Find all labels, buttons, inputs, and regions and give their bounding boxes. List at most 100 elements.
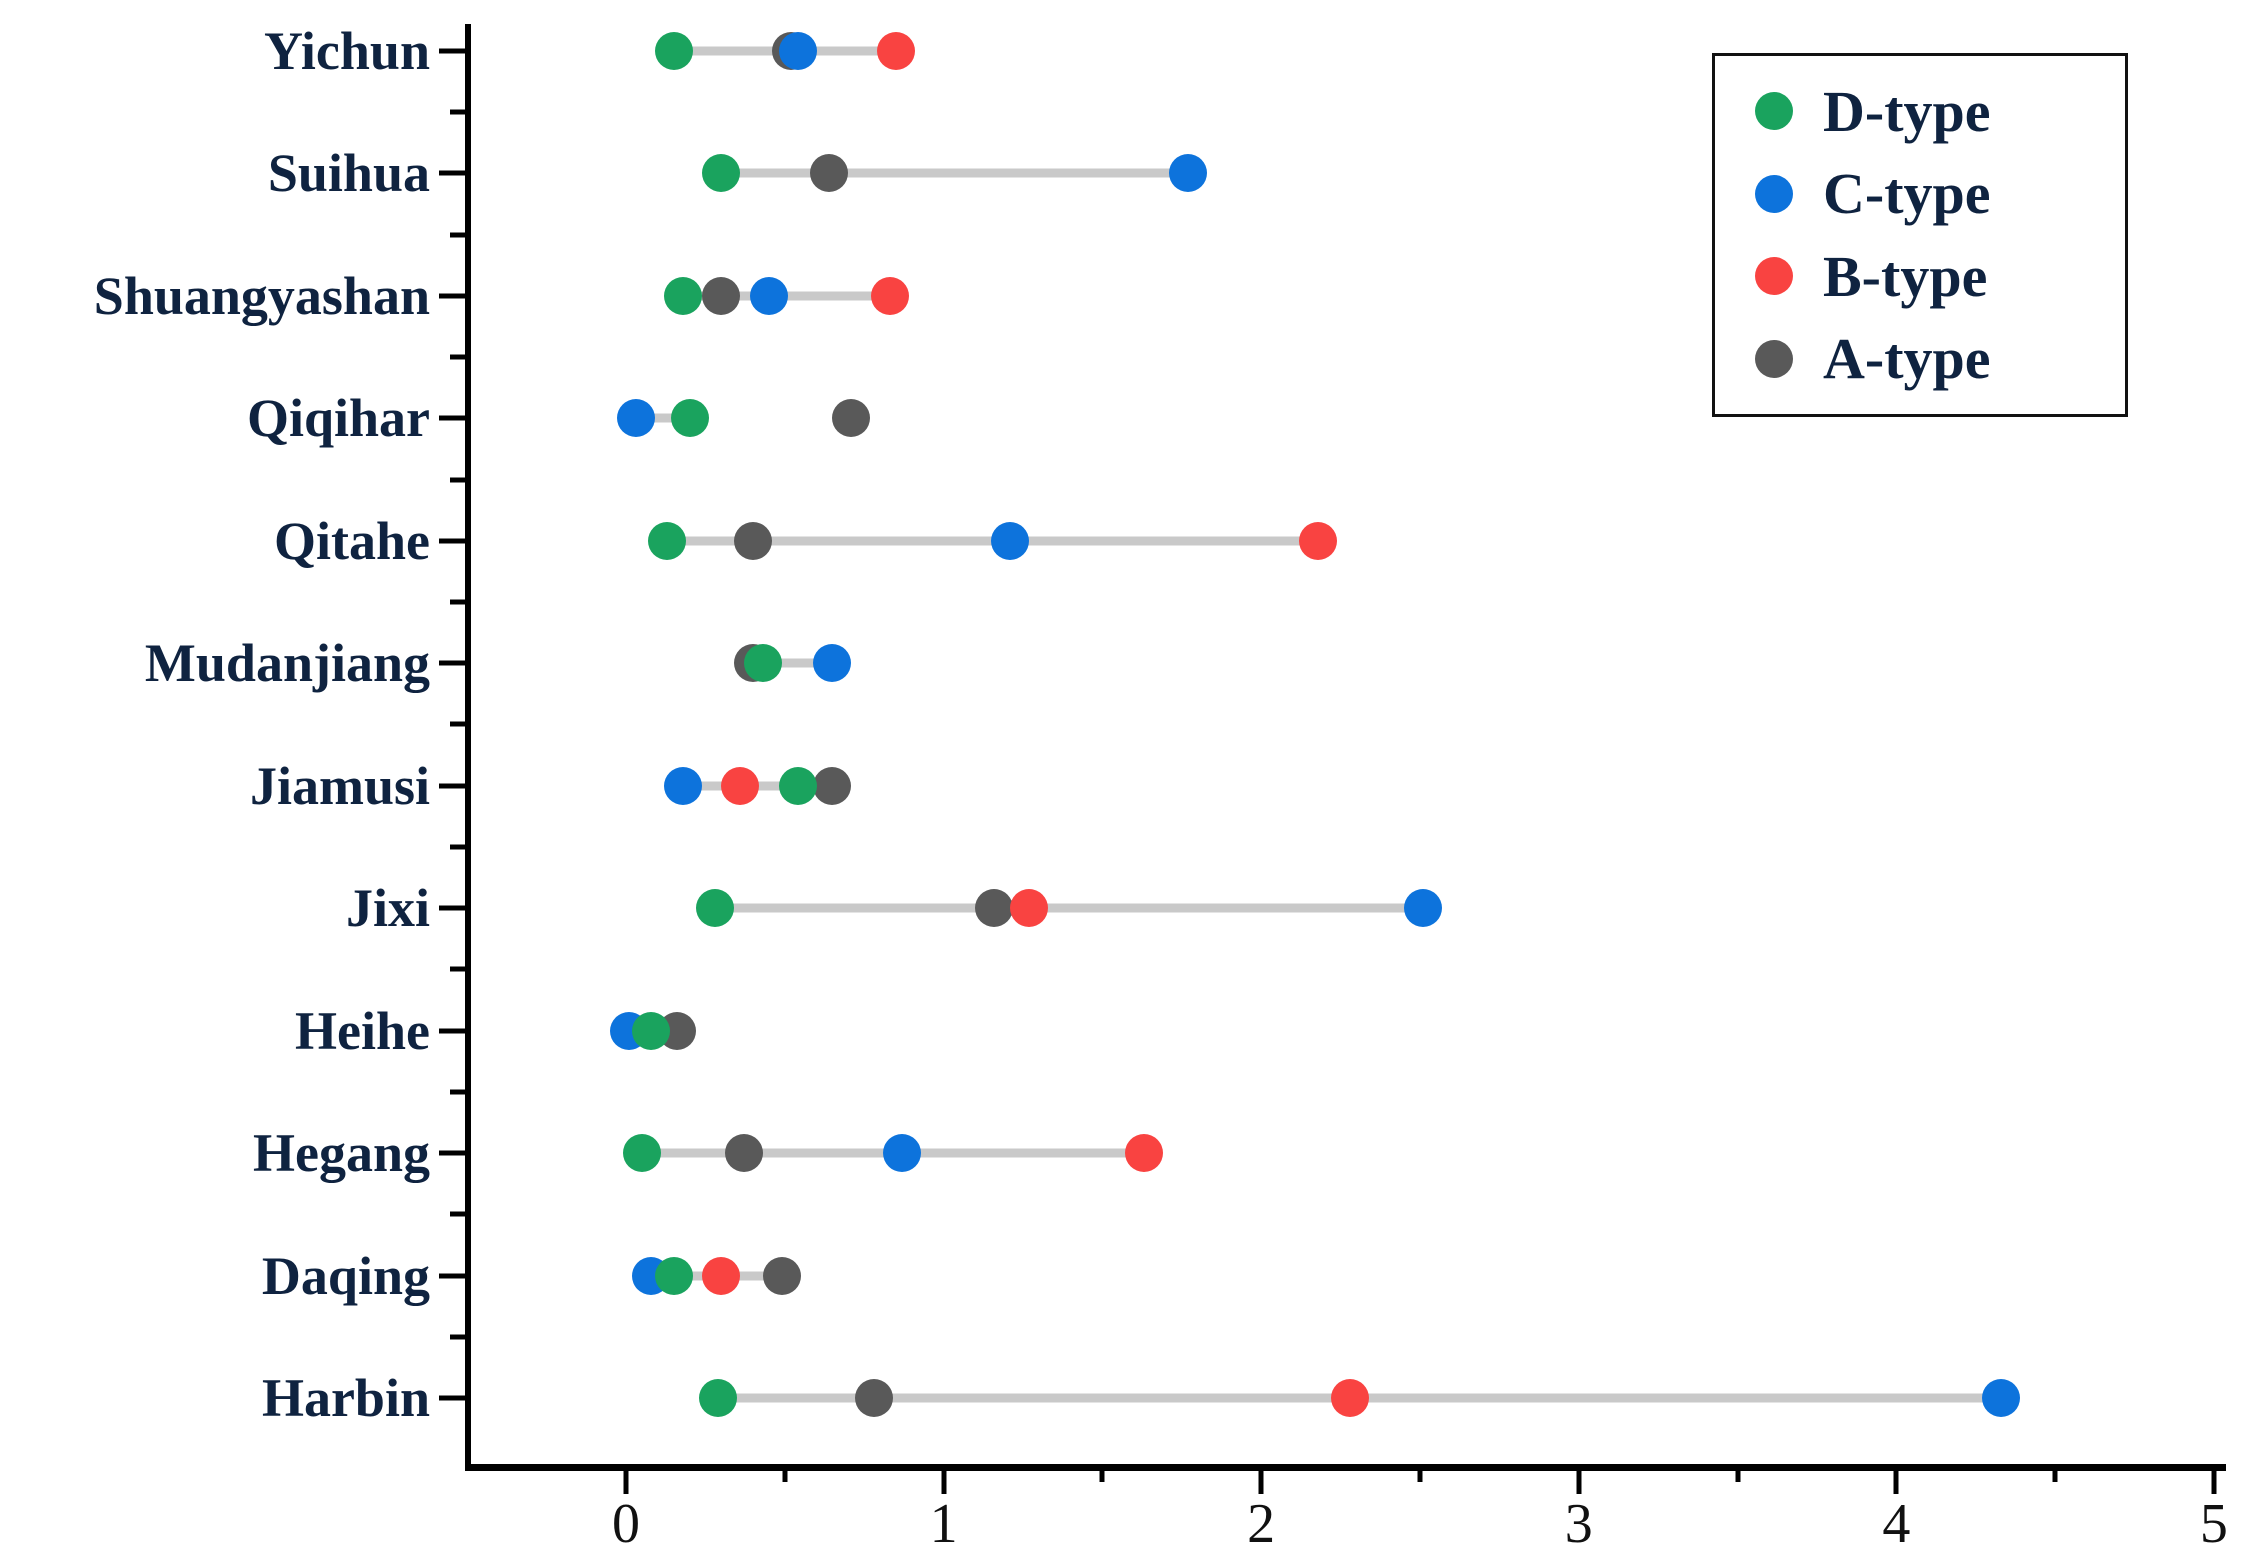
data-point-b-type	[1010, 889, 1049, 928]
legend-item-d-type: D-type	[1755, 78, 2125, 145]
data-point-a-type	[762, 1256, 801, 1295]
category-label: Jiamusi	[249, 755, 430, 816]
x-tick-major	[623, 1464, 629, 1494]
data-point-c-type	[991, 521, 1030, 560]
y-tick-major	[439, 1273, 465, 1278]
c-type-swatch-icon	[1755, 174, 1793, 213]
x-tick-major	[1258, 1464, 1264, 1494]
connector-line	[721, 168, 1189, 178]
y-tick-minor	[450, 1211, 465, 1217]
data-point-c-type	[664, 766, 703, 805]
data-point-d-type	[670, 399, 709, 438]
x-tick-minor	[1099, 1464, 1105, 1482]
data-point-c-type	[1982, 1378, 2021, 1417]
d-type-swatch-icon	[1755, 92, 1793, 131]
data-point-a-type	[810, 154, 849, 193]
x-tick-label: 1	[929, 1493, 958, 1555]
x-tick-label: 3	[1564, 1493, 1593, 1555]
x-tick-label: 0	[612, 1493, 640, 1555]
legend-label: A-type	[1823, 326, 1991, 392]
data-point-d-type	[654, 32, 693, 70]
category-label: Heihe	[295, 1000, 430, 1061]
b-type-swatch-icon	[1755, 257, 1793, 296]
data-point-d-type	[648, 521, 687, 560]
data-point-c-type	[883, 1134, 922, 1173]
y-tick-major	[439, 905, 465, 911]
data-point-d-type	[695, 889, 734, 928]
y-tick-minor	[450, 354, 465, 360]
y-tick-minor	[450, 1334, 465, 1340]
x-tick-minor	[782, 1464, 788, 1482]
data-point-b-type	[870, 276, 909, 315]
x-tick-label: 4	[1882, 1493, 1911, 1555]
data-point-d-type	[632, 1011, 671, 1050]
legend-label: C-type	[1823, 161, 1991, 227]
y-tick-minor	[450, 721, 465, 727]
y-tick-minor	[450, 966, 465, 972]
data-point-b-type	[1331, 1378, 1370, 1417]
y-tick-major	[439, 1150, 465, 1156]
category-label: Qiqihar	[246, 388, 430, 449]
y-tick-minor	[450, 232, 465, 238]
a-type-swatch-icon	[1755, 339, 1793, 378]
category-label: Mudanjiang	[144, 633, 430, 694]
data-point-a-type	[854, 1378, 893, 1417]
data-point-d-type	[664, 276, 703, 315]
legend: D-type C-type B-type A-type	[1712, 53, 2128, 417]
category-label: Daqing	[261, 1245, 430, 1306]
data-point-c-type	[616, 399, 655, 438]
data-point-c-type	[749, 276, 788, 315]
data-point-a-type	[813, 766, 852, 805]
data-point-b-type	[721, 766, 760, 805]
data-point-a-type	[832, 399, 871, 438]
y-tick-major	[439, 538, 465, 544]
data-point-a-type	[724, 1134, 763, 1173]
category-label: Qitahe	[274, 510, 430, 571]
y-tick-major	[439, 415, 465, 421]
data-point-c-type	[1404, 889, 1443, 928]
x-tick-major	[1576, 1464, 1582, 1494]
x-tick-minor	[2052, 1464, 2058, 1482]
x-tick-major	[1893, 1464, 1899, 1494]
data-point-d-type	[743, 644, 782, 683]
data-point-c-type	[778, 32, 817, 70]
category-label: Hegang	[252, 1123, 430, 1184]
data-point-d-type	[702, 154, 741, 193]
y-tick-major	[439, 1028, 465, 1034]
data-point-d-type	[699, 1378, 738, 1417]
x-axis-line	[465, 1464, 2226, 1471]
y-tick-major	[439, 170, 465, 176]
legend-label: B-type	[1823, 243, 1988, 309]
y-tick-minor	[450, 1089, 465, 1095]
category-label: Yichun	[263, 21, 430, 81]
plot-area	[439, 24, 2226, 1494]
data-point-c-type	[813, 644, 852, 683]
y-tick-minor	[450, 599, 465, 605]
legend-item-c-type: C-type	[1755, 160, 2125, 227]
data-point-b-type	[1299, 521, 1338, 560]
y-tick-minor	[450, 844, 465, 850]
y-tick-major	[439, 48, 465, 54]
data-point-a-type	[975, 889, 1014, 928]
connector-line	[635, 413, 690, 423]
data-point-b-type	[1124, 1134, 1163, 1173]
x-tick-minor	[1417, 1464, 1423, 1482]
data-point-d-type	[654, 1256, 693, 1295]
x-tick-major	[2211, 1464, 2217, 1494]
legend-label: D-type	[1823, 78, 1991, 144]
x-tick-major	[941, 1464, 947, 1494]
category-label: Suihua	[267, 143, 430, 204]
data-point-b-type	[876, 32, 915, 70]
connector-line	[714, 903, 1424, 913]
data-point-a-type	[702, 276, 741, 315]
category-label: Shuangyashan	[93, 265, 430, 326]
data-point-a-type	[734, 521, 773, 560]
y-axis-line	[465, 24, 471, 1464]
data-point-c-type	[1169, 154, 1208, 193]
category-label: Harbin	[261, 1367, 430, 1428]
y-tick-major	[439, 660, 465, 666]
category-label: Jixi	[345, 878, 430, 939]
legend-item-b-type: B-type	[1755, 243, 2125, 310]
legend-item-a-type: A-type	[1755, 325, 2125, 392]
